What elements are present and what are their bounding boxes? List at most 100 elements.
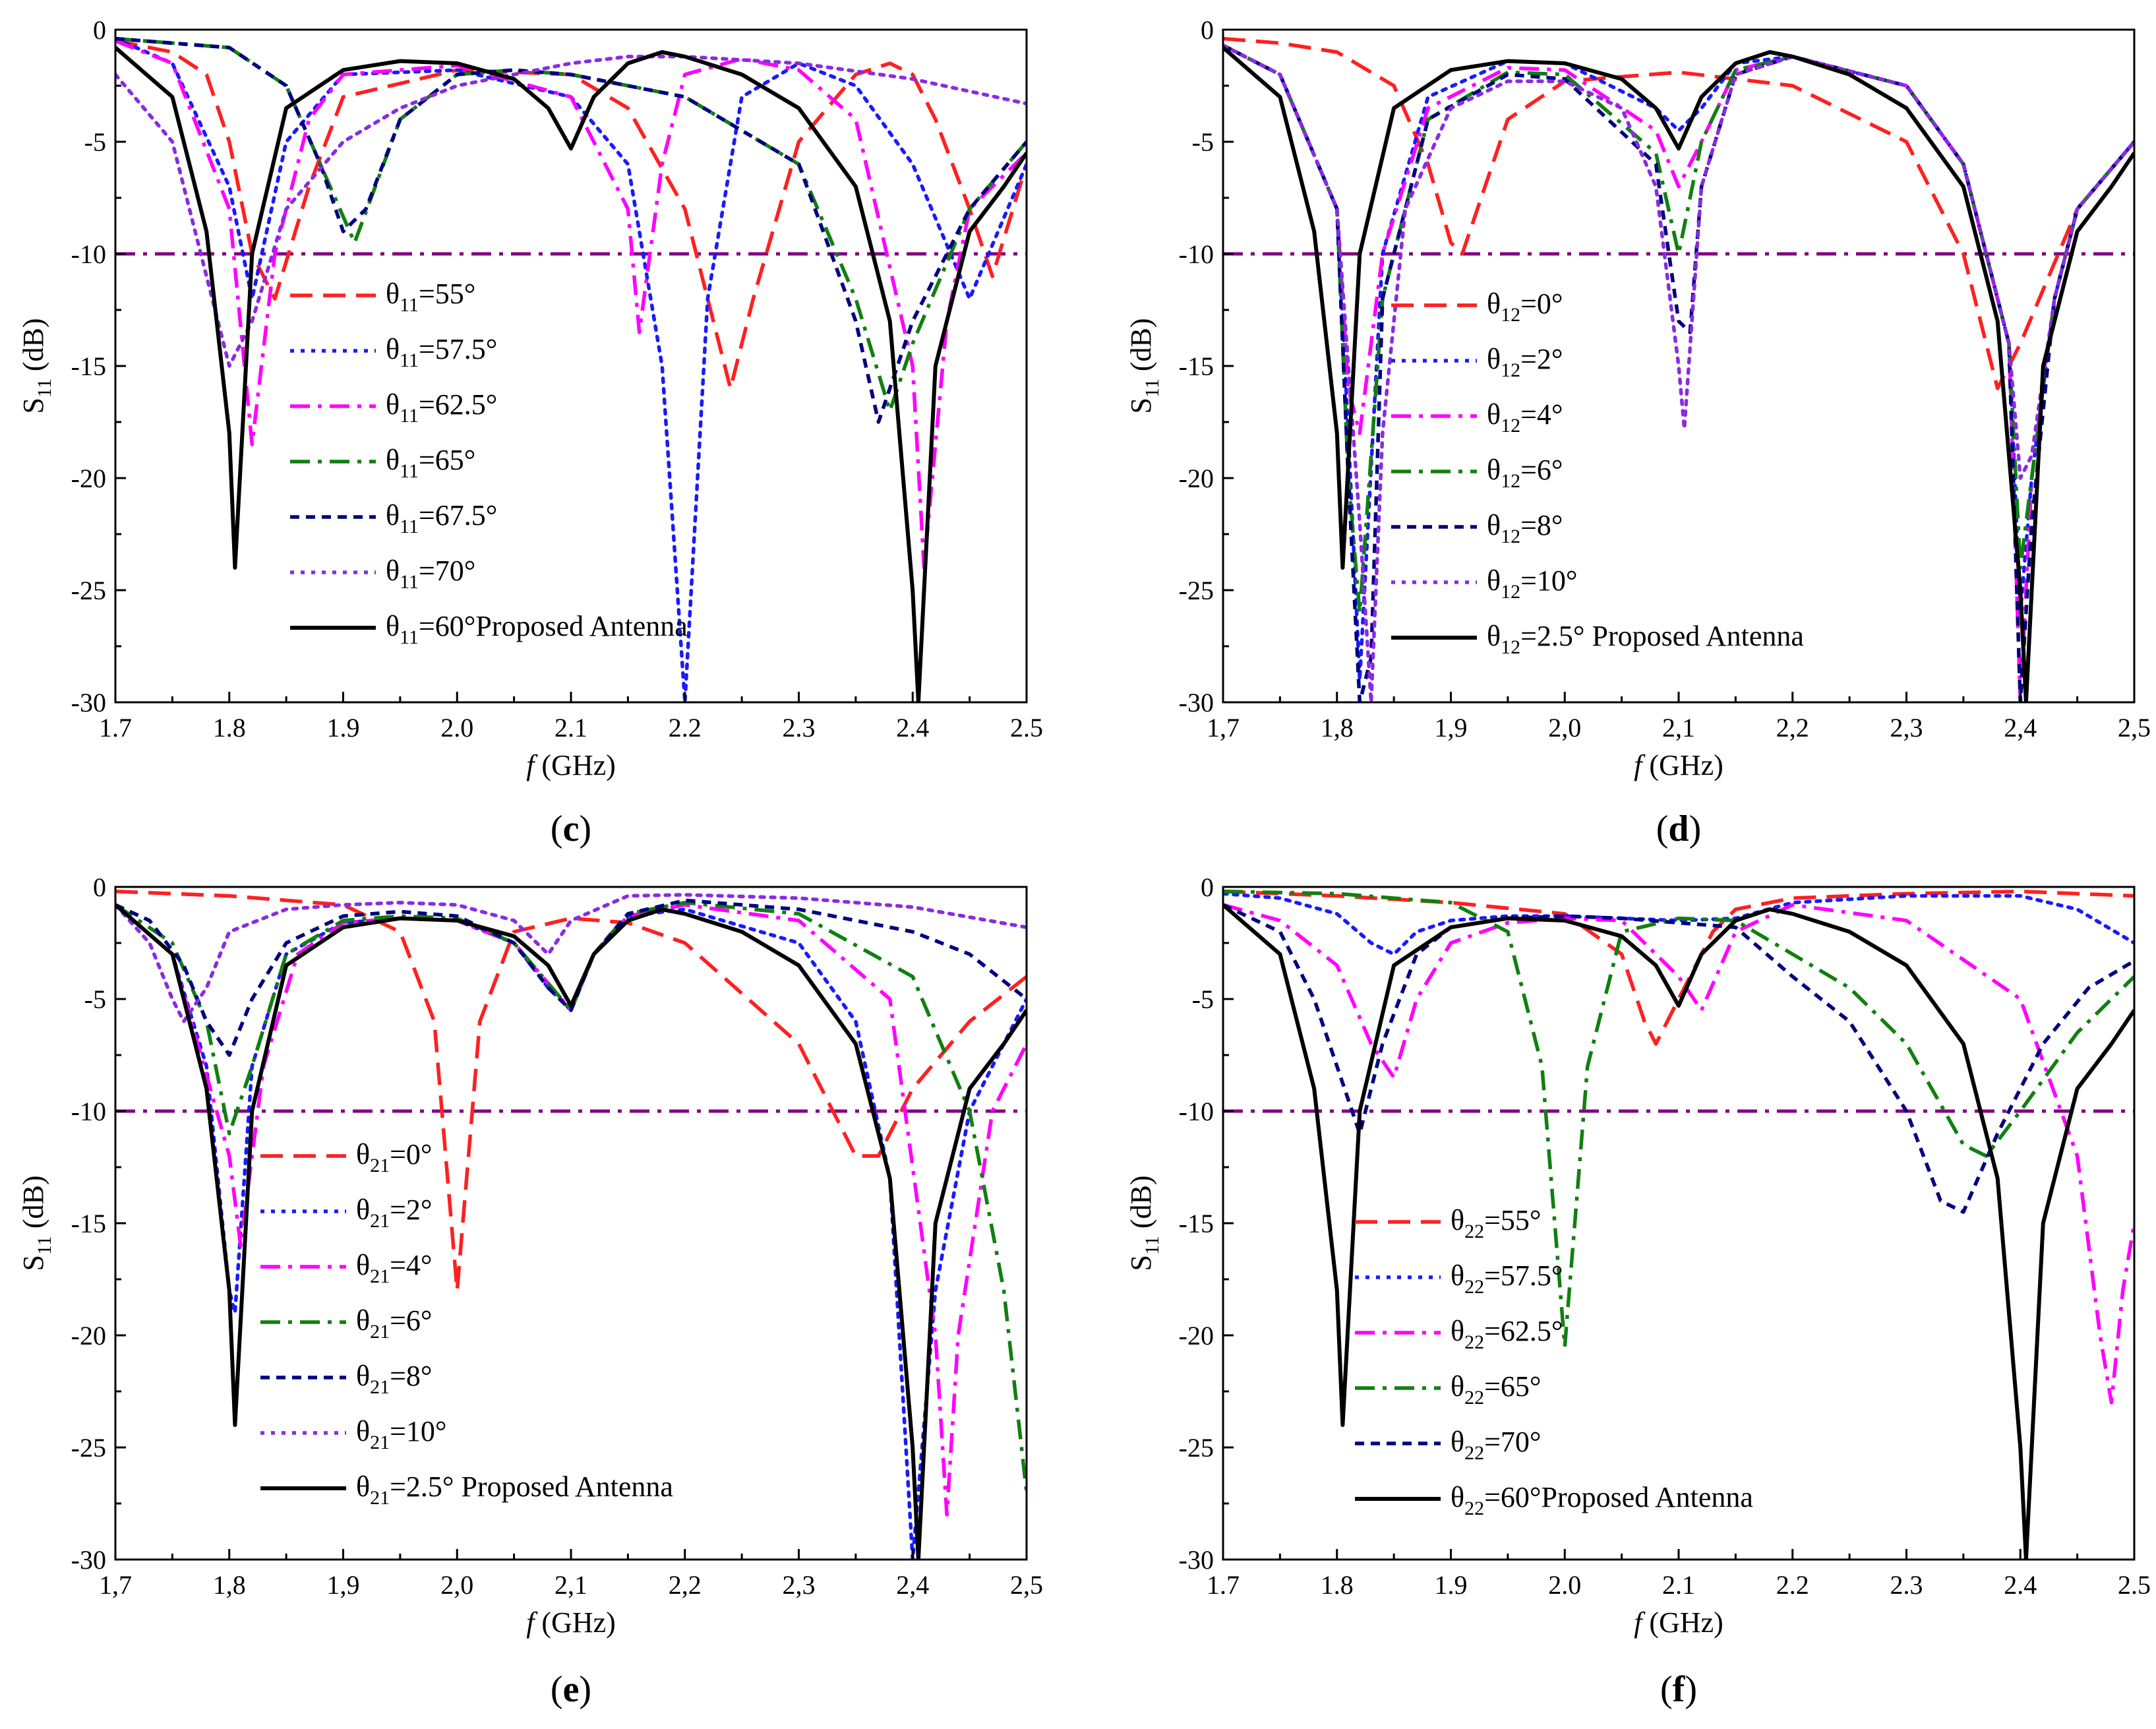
legend-entry: θ22=62.5° (1451, 1315, 1563, 1353)
series-line-4 (115, 36, 1027, 424)
y-tick-label: -30 (71, 1545, 106, 1575)
legend-entry: θ22=65° (1451, 1370, 1542, 1409)
y-tick-label: -10 (71, 1097, 106, 1126)
x-tick-label: 1.7 (99, 713, 132, 743)
y-tick-label: -25 (71, 1433, 106, 1463)
x-tick-label: 2,0 (440, 1570, 473, 1600)
y-tick-label: -10 (71, 239, 106, 269)
y-tick-label: 0 (1201, 872, 1214, 902)
x-tick-label: 2,2 (1776, 713, 1809, 743)
x-tick-label: 1,8 (213, 1570, 246, 1600)
y-tick-label: -20 (71, 464, 106, 493)
legend-entry: θ21=10° (356, 1415, 447, 1453)
y-axis-label: S11 (dB) (1125, 318, 1163, 413)
legend-entry: θ12=6° (1487, 454, 1563, 492)
legend-entry: θ22=55° (1451, 1204, 1542, 1242)
x-tick-label: 1.8 (213, 713, 246, 743)
series-line-3 (1223, 44, 2134, 615)
x-tick-label: 2,1 (1662, 713, 1695, 743)
y-tick-label: -10 (1179, 239, 1214, 269)
series-line-6 (1223, 46, 2134, 702)
series-line-1 (115, 36, 1027, 702)
x-tick-label: 2.0 (440, 713, 473, 743)
x-tick-label: 2,3 (783, 1570, 816, 1600)
x-axis-label: f (GHz) (526, 1606, 616, 1639)
y-axis-label: S11 (dB) (1125, 1175, 1163, 1271)
x-tick-label: 2,3 (1890, 713, 1923, 743)
series-line-6 (115, 903, 1027, 1560)
x-tick-label: 2,2 (669, 1570, 702, 1600)
panel-d: 1,7 1,8 1,9 2,0 2,1 2,2 2,3 2,4 2,5 0 -5 -10 -15 -20 -… (1125, 15, 2151, 849)
panel-c: 1.7 1.8 1.9 2.0 2.1 2.2 2.3 2.4 2.5 0 -5 -10 -15 -20 -… (17, 15, 1043, 849)
x-tick-label: 2.3 (783, 713, 816, 743)
series-line-3 (115, 36, 1027, 413)
x-tick-label: 1.8 (1321, 1570, 1354, 1600)
plot-frame (114, 886, 1028, 1561)
series-line-1 (1223, 892, 2134, 956)
x-tick-label: 2.5 (1010, 713, 1043, 743)
series-line-4 (1223, 903, 2134, 1214)
series-line-5 (1223, 903, 2134, 1560)
series-line-2 (115, 39, 1027, 570)
y-axis-label: S11 (dB) (17, 1175, 55, 1271)
legend-entry: θ11=67.5° (386, 499, 497, 537)
series-line-5 (1223, 44, 2134, 702)
legend-entry: θ11=62.5° (386, 388, 497, 427)
y-tick-label: -15 (71, 1209, 106, 1238)
x-tick-label: 2,4 (896, 1570, 929, 1600)
legend-entry: θ11=70° (386, 555, 475, 593)
series-line-5 (115, 55, 1027, 368)
legend-entry: θ12=2° (1487, 343, 1563, 381)
panel-e: 1,7 1,8 1,9 2,0 2,1 2,2 2,3 2,4 2,5 0 -5 -10 -15 -20 -… (17, 872, 1043, 1710)
x-tick-label: 1.7 (1207, 1570, 1240, 1600)
legend-entry: θ22=60°Proposed Antenna (1451, 1481, 1753, 1519)
series-line-0 (1223, 890, 2134, 1046)
x-tick-label: 2.2 (669, 713, 702, 743)
y-tick-label: -15 (71, 351, 106, 381)
y-tick-label: -30 (1179, 1545, 1214, 1575)
y-tick-label: -25 (71, 576, 106, 605)
x-tick-label: 2.5 (2118, 1570, 2151, 1600)
x-axis-label: f (GHz) (1634, 749, 1723, 781)
series-line-0 (115, 890, 1027, 1292)
y-tick-label: -15 (1179, 1209, 1214, 1238)
y-tick-label: -25 (1179, 1433, 1214, 1463)
x-tick-label: 2,5 (2118, 713, 2151, 743)
y-tick-label: -30 (71, 688, 106, 717)
y-tick-label: 0 (1201, 15, 1214, 45)
legend-entry: θ22=57.5° (1451, 1259, 1563, 1298)
y-tick-label: -5 (84, 985, 106, 1014)
legend-entry: θ21=8° (356, 1360, 433, 1398)
x-tick-label: 2.2 (1776, 1570, 1809, 1600)
y-tick-label: -15 (1179, 351, 1214, 381)
x-tick-label: 2.1 (554, 713, 587, 743)
y-tick-label: -20 (71, 1321, 106, 1350)
x-axis-label: f (GHz) (526, 749, 616, 781)
x-tick-label: 2.3 (1890, 1570, 1923, 1600)
y-tick-label: -25 (1179, 576, 1214, 605)
legend-entry: θ11=55° (386, 278, 475, 316)
y-tick-label: -30 (1179, 688, 1214, 717)
series-line-5 (115, 893, 1027, 1023)
y-tick-label: -5 (1192, 127, 1214, 157)
legend-entry: θ21=2.5° Proposed Antenna (356, 1471, 673, 1509)
y-tick-label: -20 (1179, 464, 1214, 493)
x-tick-label: 2,0 (1548, 713, 1581, 743)
y-axis-label: S11 (dB) (17, 318, 55, 413)
x-tick-label: 1,7 (99, 1570, 132, 1600)
legend-entry: θ12=8° (1487, 509, 1563, 547)
panel-caption: (f) (1660, 1669, 1697, 1710)
x-tick-label: 1.9 (1435, 1570, 1468, 1600)
y-tick-label: -5 (1192, 985, 1214, 1014)
legend-entry: θ21=4° (356, 1249, 433, 1287)
legend-entry: θ11=60°Proposed Antenna (386, 610, 688, 648)
x-tick-label: 2,4 (2004, 713, 2037, 743)
x-tick-label: 1,8 (1321, 713, 1354, 743)
legend-entry: θ11=65° (386, 444, 475, 482)
y-tick-label: -5 (84, 127, 106, 157)
x-tick-label: 2,5 (1010, 1570, 1043, 1600)
x-axis-label: f (GHz) (1634, 1606, 1723, 1639)
x-tick-label: 1,7 (1207, 713, 1240, 743)
x-tick-label: 2.4 (2004, 1570, 2037, 1600)
